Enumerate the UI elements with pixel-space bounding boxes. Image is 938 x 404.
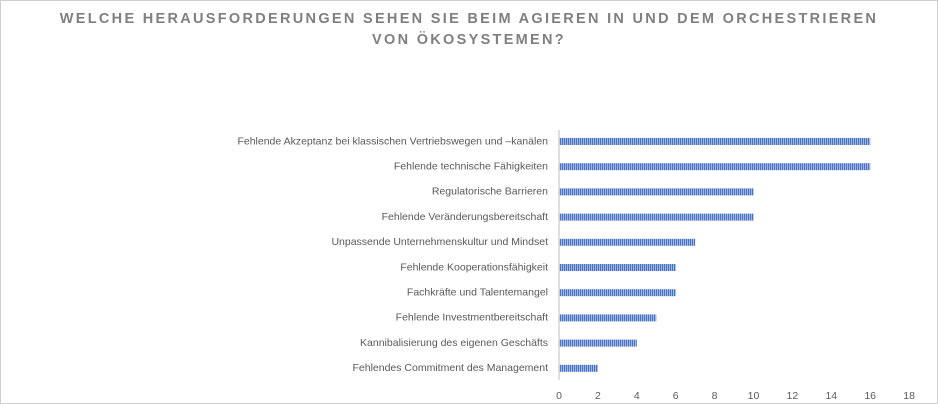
chart-title-line-1: WELCHE HERAUSFORDERUNGEN SEHEN SIE BEIM … <box>59 11 879 27</box>
category-label: Kannibalisierung des eigenen Geschäfts <box>360 337 548 349</box>
category-label: Fehlende Veränderungsbereitschaft <box>382 211 548 223</box>
category-label: Unpassende Unternehmenskultur und Mindse… <box>331 236 548 248</box>
bar <box>559 138 871 145</box>
category-label: Regulatorische Barrieren <box>432 186 548 198</box>
x-tick-label: 4 <box>634 390 640 402</box>
category-label: Fehlende Investmentbereitschaft <box>396 312 548 324</box>
chart-title: WELCHE HERAUSFORDERUNGEN SEHEN SIE BEIM … <box>0 9 938 51</box>
x-tick-label: 14 <box>825 390 837 402</box>
category-labels: Fehlende Akzeptanz bei klassischen Vertr… <box>237 135 548 374</box>
x-tick-label: 6 <box>673 390 679 402</box>
x-tick-label: 0 <box>556 390 562 402</box>
bar <box>559 339 637 347</box>
bar <box>559 238 696 246</box>
category-label: Fehlende Kooperationsfähigkeit <box>400 261 548 273</box>
x-tick-label: 8 <box>712 390 718 402</box>
category-label: Fehlendes Commitment des Management <box>352 362 548 374</box>
chart-title-line-2: VON ÖKOSYSTEMEN? <box>372 32 566 48</box>
bar <box>559 188 754 196</box>
bar <box>559 264 676 271</box>
x-tick-label: 18 <box>903 390 915 402</box>
x-tick-label: 12 <box>787 390 799 402</box>
category-label: Fehlende technische Fähigkeiten <box>394 160 548 172</box>
x-tick-label: 16 <box>864 390 876 402</box>
bar <box>559 163 871 171</box>
x-axis-ticks: 0 2 4 6 8 10 12 14 16 18 <box>556 390 915 402</box>
category-label: Fachkräfte und Talentemangel <box>407 286 548 298</box>
bar <box>559 364 598 372</box>
bar <box>559 213 754 221</box>
bars <box>559 138 871 372</box>
category-label: Fehlende Akzeptanz bei klassischen Vertr… <box>237 135 548 147</box>
bar <box>559 289 676 297</box>
x-tick-label: 2 <box>595 390 601 402</box>
bar <box>559 314 657 322</box>
x-tick-label: 10 <box>748 390 760 402</box>
